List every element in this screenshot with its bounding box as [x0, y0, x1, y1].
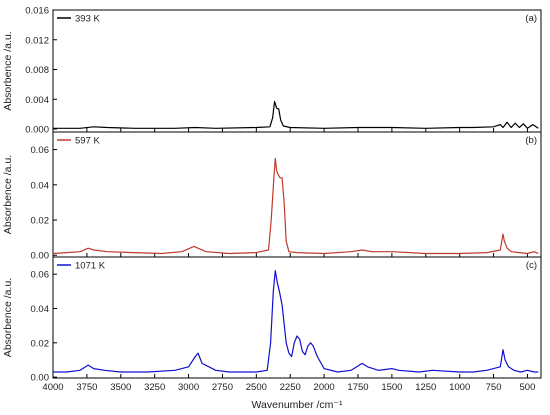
y-tick-label: 0.02: [31, 216, 50, 227]
y-tick-label: 0.004: [25, 95, 49, 106]
x-tick-label: 750: [486, 382, 502, 393]
legend-label: 393 K: [75, 14, 100, 25]
series-line-2: [52, 157, 539, 255]
panel-frame: [52, 131, 542, 258]
legend-label: 597 K: [75, 136, 100, 147]
x-tick-label: 3000: [178, 382, 199, 393]
x-tick-label: 4000: [42, 382, 63, 393]
legend-label: 1071 K: [75, 261, 106, 272]
x-tick-label: 2250: [280, 382, 301, 393]
y-tick-label: 0.02: [31, 338, 50, 349]
y-tick-label: 0.016: [25, 6, 49, 17]
panel-label: (b): [525, 135, 537, 146]
y-tick-label: 0.04: [31, 180, 50, 191]
y-tick-label: 0.000: [25, 125, 49, 136]
x-tick-label: 3500: [110, 382, 131, 393]
x-tick-label: 1000: [449, 382, 470, 393]
y-tick-label: 0.00: [31, 251, 50, 262]
x-tick-label: 2750: [212, 382, 233, 393]
panel-label: (a): [525, 13, 537, 24]
x-tick-label: 2500: [246, 382, 267, 393]
y-tick-label: 0.06: [31, 270, 50, 281]
y-axis-title: Absorbence /a.u.: [2, 155, 14, 234]
panel-label: (c): [526, 260, 537, 271]
y-tick-label: 0.06: [31, 145, 50, 156]
chart-panel-3: 0.00 0.02 0.04 0.06 Absorbence /a.u. 1071 K (c…: [2, 256, 542, 384]
x-tick-label: 3250: [144, 382, 165, 393]
panel-frame: [52, 9, 542, 133]
x-tick-label: 1750: [347, 382, 368, 393]
chart-panels: 0.000 0.004 0.008 0.012 0.016 Absorbence /a.u…: [2, 6, 542, 384]
series-line-1: [53, 100, 539, 129]
x-axis: 4000 3750 3500 3250 3000 2750 2500 2250 2000 1750…: [42, 382, 535, 393]
y-axis-title: Absorbence /a.u.: [2, 31, 14, 110]
x-tick-label: 1250: [415, 382, 436, 393]
series-line-3: [53, 270, 539, 373]
x-axis-title: Wavenumber /cm⁻¹: [252, 399, 343, 411]
y-tick-label: 0.00: [31, 373, 50, 384]
x-tick-label: 2000: [314, 382, 335, 393]
y-axis-title: Absorbence /a.u.: [2, 278, 14, 357]
y-tick-label: 0.04: [31, 304, 50, 315]
x-tick-label: 500: [520, 382, 536, 393]
panel-frame: [52, 256, 542, 379]
chart-panel-1: 0.000 0.004 0.008 0.012 0.016 Absorbence /a.u…: [2, 6, 542, 136]
y-tick-label: 0.008: [25, 65, 49, 76]
chart-panel-2: 0.00 0.02 0.04 0.06 Absorbence /a.u. 597 K (b): [2, 131, 542, 262]
x-tick-label: 1500: [381, 382, 402, 393]
x-tick-label: 3750: [76, 382, 97, 393]
y-tick-label: 0.012: [25, 35, 49, 46]
